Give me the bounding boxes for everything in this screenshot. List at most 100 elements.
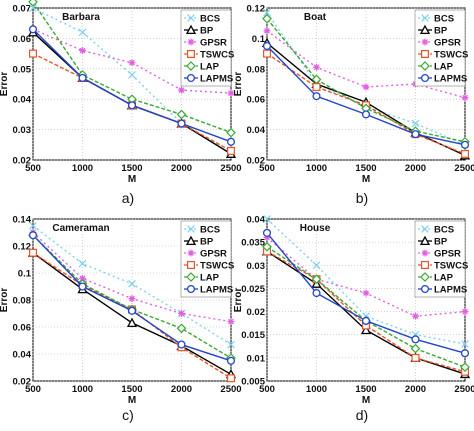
data-point — [178, 86, 185, 94]
legend-marker — [419, 24, 431, 35]
data-point — [311, 74, 322, 85]
series-line — [266, 30, 466, 99]
x-axis-label: M — [128, 395, 136, 406]
y-tick-label: 0.03 — [13, 125, 32, 136]
panel-caption: d) — [356, 407, 368, 423]
y-tick-label: 0.08 — [13, 296, 32, 307]
legend-label: GPSR — [200, 249, 227, 260]
legend-label: LAPMS — [200, 74, 233, 85]
legend-label: LAPMS — [434, 285, 467, 296]
data-point — [227, 146, 236, 155]
y-tick-label: 0.02 — [247, 307, 266, 318]
series-line — [32, 1, 232, 134]
data-point — [128, 295, 136, 303]
data-point — [178, 310, 185, 317]
chart-panel-c: 500 1000 1500 2000 2500 0.02 0.04 0.06 0.08 0.1 0.… — [0, 215, 242, 407]
legend-marker — [187, 49, 196, 58]
y-tick-label: 0.12 — [247, 4, 266, 15]
data-point — [263, 215, 271, 223]
x-tick-label: 1500 — [121, 384, 142, 395]
y-tick-label: 0.04 — [13, 95, 32, 106]
data-point — [227, 89, 235, 97]
panel-caption: c) — [122, 407, 134, 423]
x-tick-label: 500 — [259, 163, 275, 174]
data-point — [177, 119, 186, 128]
legend-marker — [421, 49, 430, 58]
data-point — [461, 308, 469, 315]
series-lapms — [262, 228, 470, 358]
data-point — [360, 324, 372, 335]
legend-box — [414, 220, 466, 298]
data-point — [28, 25, 38, 34]
series-bcs — [263, 215, 469, 348]
data-point — [29, 4, 37, 12]
y-tick-label: 0.14 — [13, 215, 32, 226]
y-tick-label: 0.02 — [247, 156, 266, 167]
data-point — [227, 318, 235, 325]
legend-marker — [186, 61, 196, 71]
data-point — [28, 231, 38, 240]
data-point — [262, 228, 272, 237]
chart-panel-b: 500 1000 1500 2000 2500 0.02 0.04 0.06 0.08 0.1 0.… — [233, 4, 474, 186]
y-tick-label: 0.03 — [247, 261, 266, 272]
data-point — [226, 127, 236, 138]
legend-marker — [420, 61, 430, 71]
y-tick-label: 0.02 — [13, 156, 32, 167]
data-point — [461, 149, 470, 158]
data-point — [312, 92, 321, 101]
x-tick-label: 2500 — [220, 384, 241, 395]
y-tick-label: 0.01 — [247, 353, 266, 364]
x-tick-label: 1000 — [306, 163, 327, 174]
legend-marker — [419, 235, 431, 246]
data-point — [79, 47, 86, 54]
data-point — [128, 59, 136, 67]
data-point — [460, 362, 470, 372]
legend-label: LAP — [200, 62, 220, 73]
data-point — [461, 340, 469, 348]
legend-label: LAPMS — [434, 74, 467, 85]
series-lapms — [28, 25, 236, 146]
legend-marker — [185, 24, 197, 35]
legend-marker — [187, 261, 196, 270]
panel-caption: a) — [122, 190, 134, 206]
data-point — [79, 275, 86, 282]
legend-label: LAP — [434, 273, 454, 284]
series-line — [266, 53, 466, 155]
data-point — [78, 28, 87, 37]
x-tick-label: 2000 — [171, 163, 192, 174]
data-point — [411, 119, 420, 128]
legend-label: BP — [200, 237, 214, 248]
x-axis-label: M — [362, 174, 370, 185]
x-tick-label: 1500 — [355, 163, 376, 174]
y-tick-label: 0.1 — [252, 34, 266, 45]
legend-marker — [421, 38, 429, 46]
y-axis-label: Error — [233, 288, 244, 313]
data-point — [28, 0, 38, 7]
y-tick-label: 0.08 — [247, 64, 266, 75]
legend-label: LAP — [200, 273, 220, 284]
x-axis-label: M — [362, 395, 370, 406]
y-axis-label: Error — [0, 288, 10, 313]
data-point — [226, 137, 236, 146]
legend-marker — [421, 14, 429, 22]
legend-marker — [421, 249, 429, 257]
y-tick-label: 0.015 — [241, 330, 265, 341]
x-tick-label: 500 — [25, 163, 41, 174]
y-tick-label: 0.1 — [18, 269, 32, 280]
x-tick-label: 500 — [25, 384, 41, 395]
legend-marker — [420, 272, 430, 282]
data-point — [411, 335, 420, 344]
data-point — [263, 27, 271, 35]
data-point — [78, 282, 87, 291]
legend-box — [180, 220, 232, 298]
y-tick-label: 0.005 — [241, 377, 265, 388]
legend-label: BCS — [434, 225, 454, 236]
chart-panel-d: 500 1000 1500 2000 2500 0.005 0.01 0.015 0.02 0.0… — [233, 215, 474, 407]
x-tick-label: 1000 — [72, 163, 93, 174]
x-tick-label: 1500 — [355, 384, 376, 395]
x-tick-label: 2500 — [454, 163, 474, 174]
legend-label: TSWCS — [434, 50, 468, 61]
